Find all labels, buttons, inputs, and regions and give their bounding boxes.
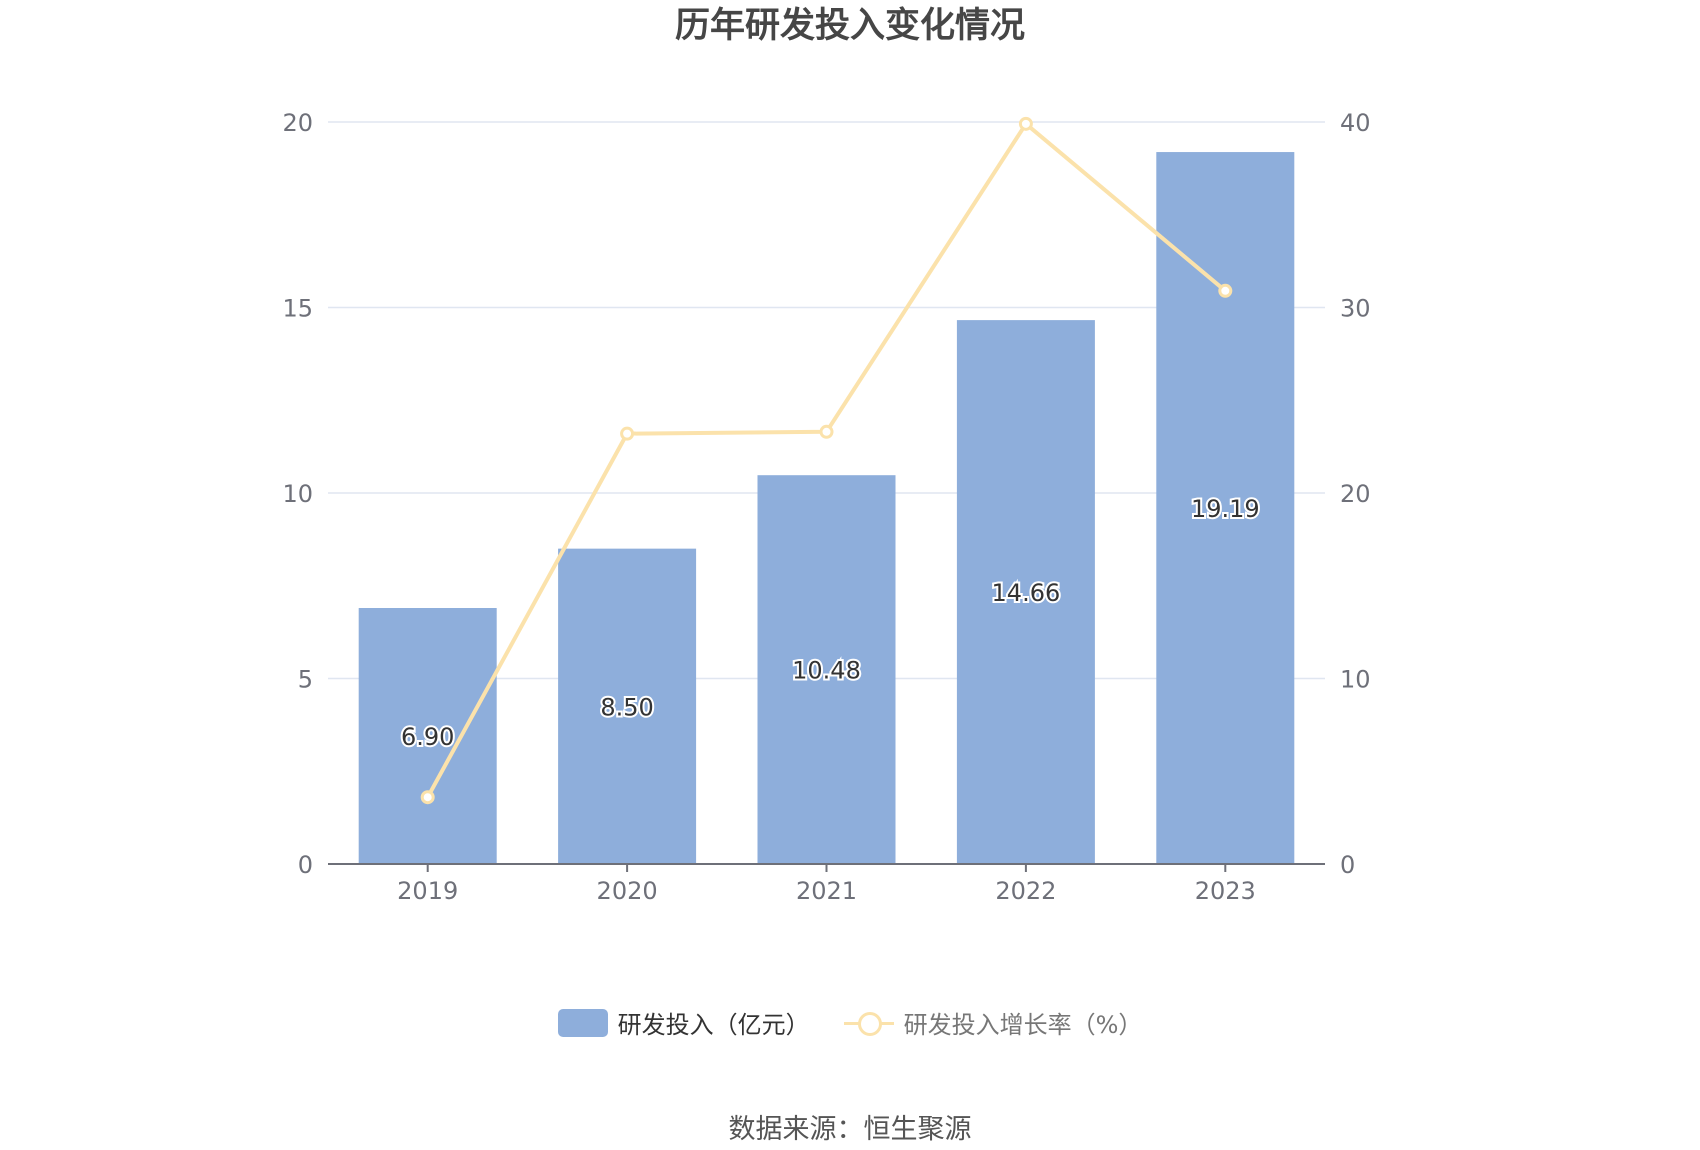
legend-label-rd-investment: 研发投入（亿元）: [617, 1011, 810, 1039]
x-tick-label: 2019: [397, 877, 458, 905]
bar-value-label: 14.66: [992, 579, 1061, 607]
line-point: [1218, 283, 1233, 298]
x-axis: 2019 2020 2021 2022 2023: [328, 863, 1325, 905]
legend-label-rd-growth-rate: 研发投入增长率（%）: [903, 1011, 1143, 1039]
y-left-tick-label: 5: [298, 666, 313, 694]
bar: [956, 320, 1095, 864]
y-left-tick-label: 10: [282, 480, 313, 508]
data-labels: 6.90 8.50 10.48 14.66 19.19: [399, 493, 1262, 753]
line-point: [420, 790, 435, 805]
y-right-tick-label: 0: [1340, 851, 1355, 879]
y-left-tick-label: 0: [298, 851, 313, 879]
y-left-tick-label: 20: [282, 109, 313, 137]
y-right-tick-label: 20: [1340, 480, 1371, 508]
legend-item-rd-growth-rate[interactable]: 研发投入增长率（%）: [843, 1005, 1143, 1040]
bar: [1156, 152, 1295, 864]
axis-ticks: 0 5 10 15 20 0 10 20 30 40: [282, 109, 1370, 879]
y-right-tick-label: 40: [1340, 109, 1371, 137]
line-point: [1018, 116, 1033, 131]
legend-item-rd-investment[interactable]: 研发投入（亿元）: [557, 1005, 810, 1040]
legend-bar-swatch-icon: [557, 1008, 608, 1037]
y-right-tick-label: 30: [1340, 295, 1371, 323]
line-point: [620, 426, 635, 441]
x-tick-label: 2022: [995, 877, 1056, 905]
bar: [757, 475, 896, 864]
chart-title: 历年研发投入变化情况: [674, 6, 1025, 46]
bar-value-label: 8.50: [600, 693, 653, 721]
bar-value-label: 6.90: [401, 723, 454, 751]
bar: [358, 608, 497, 864]
legend-line-swatch-icon: [843, 1009, 894, 1037]
bar-value-label: 19.19: [1191, 495, 1260, 523]
legend: 研发投入（亿元） 研发投入增长率（%）: [0, 1005, 1700, 1040]
y-left-tick-label: 15: [282, 295, 313, 323]
y-right-tick-label: 10: [1340, 666, 1371, 694]
x-tick-label: 2020: [597, 877, 658, 905]
bar-series: [358, 152, 1295, 864]
x-tick-label: 2021: [796, 877, 857, 905]
line-point: [819, 424, 834, 439]
line-series: [420, 116, 1233, 805]
data-source-note: 数据来源：恒生聚源: [728, 1114, 972, 1145]
x-tick-label: 2023: [1195, 877, 1256, 905]
bar: [558, 548, 697, 864]
bar-value-label: 10.48: [792, 657, 861, 685]
